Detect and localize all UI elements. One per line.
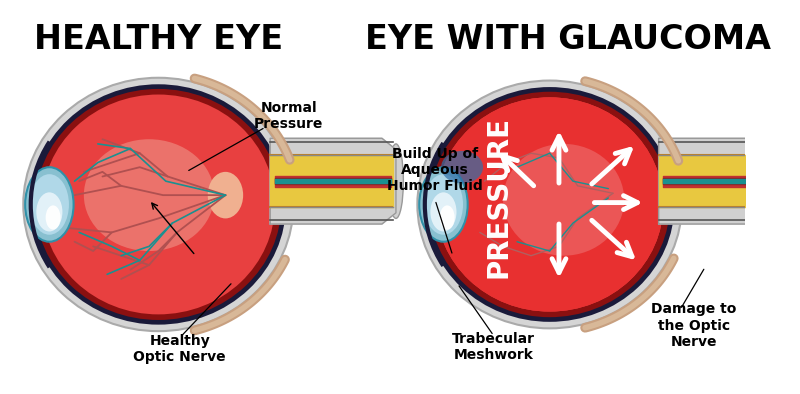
Text: Trabecular
Meshwork: Trabecular Meshwork <box>452 332 535 362</box>
Ellipse shape <box>436 97 663 312</box>
Text: Build Up of
Aqueous
Humor Fluid: Build Up of Aqueous Humor Fluid <box>387 147 483 193</box>
Ellipse shape <box>441 151 483 184</box>
Ellipse shape <box>35 89 282 320</box>
Text: Healthy
Optic Nerve: Healthy Optic Nerve <box>134 334 226 364</box>
Text: EYE WITH GLAUCOMA: EYE WITH GLAUCOMA <box>366 23 771 56</box>
Ellipse shape <box>208 172 243 218</box>
Text: Normal
Pressure: Normal Pressure <box>254 101 323 131</box>
Ellipse shape <box>777 144 792 218</box>
Ellipse shape <box>425 87 674 322</box>
Ellipse shape <box>36 192 62 231</box>
Text: Damage to
the Optic
Nerve: Damage to the Optic Nerve <box>651 302 737 349</box>
Ellipse shape <box>418 80 682 328</box>
Ellipse shape <box>436 97 663 312</box>
Polygon shape <box>658 138 785 224</box>
Text: PRESSURE: PRESSURE <box>485 116 513 278</box>
Ellipse shape <box>23 78 294 331</box>
Ellipse shape <box>46 205 61 230</box>
Ellipse shape <box>440 205 454 230</box>
Ellipse shape <box>42 95 275 314</box>
Ellipse shape <box>84 139 214 251</box>
Ellipse shape <box>389 144 403 218</box>
Ellipse shape <box>424 174 463 235</box>
Ellipse shape <box>503 144 624 256</box>
Ellipse shape <box>430 192 457 231</box>
Ellipse shape <box>30 84 286 325</box>
Ellipse shape <box>30 174 69 235</box>
Polygon shape <box>270 138 396 224</box>
Ellipse shape <box>430 92 670 317</box>
Ellipse shape <box>419 167 468 242</box>
Ellipse shape <box>25 167 74 242</box>
Text: HEALTHY EYE: HEALTHY EYE <box>34 23 283 56</box>
